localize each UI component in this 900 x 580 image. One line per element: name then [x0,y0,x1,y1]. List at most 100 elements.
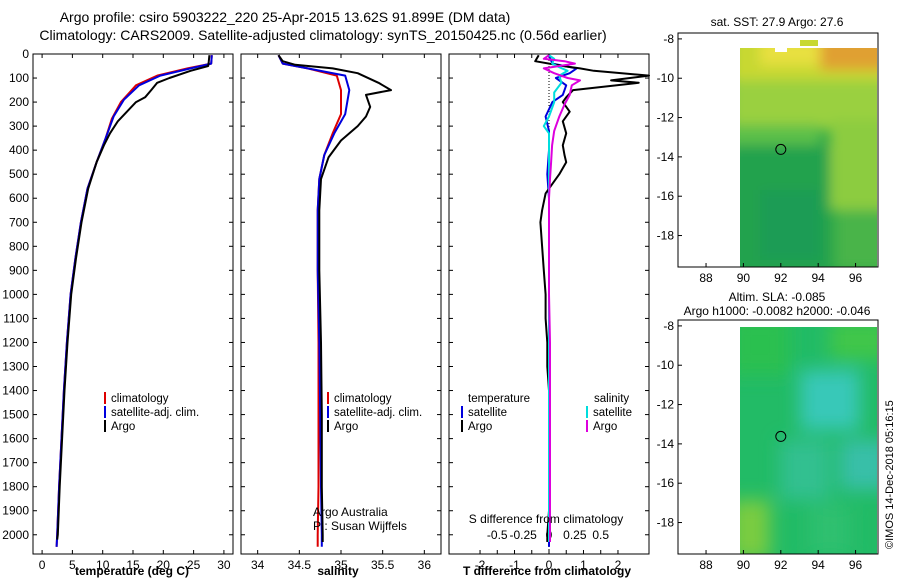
map-y-tick-label: -16 [657,189,675,203]
legend-argo-label: Argo [111,421,135,433]
x-tick-label: 0 [39,558,46,572]
float-position-marker [775,143,787,155]
float-position-marker [775,430,787,442]
temperature-panel: 0100200300400500600700800900100011001200… [2,47,233,572]
legend-t-argo-label: Argo [468,421,492,433]
sst-map-frame [677,32,879,268]
map-y-tick-label: -14 [657,150,675,164]
difference-panel: -2 -1 0 1 2-0.5 -0.25 0 0.25 0.5 [449,53,650,572]
legend-clim-label: climatology [111,393,169,405]
depth-tick-label: 600 [9,191,29,205]
x-tick-label: 20 [157,558,171,572]
series-climatology-line [55,55,213,547]
x-tick-label: 15 [126,558,140,572]
x-tick-label: 2 [615,558,622,572]
x-tick-label: 35.5 [371,558,395,572]
s-tick-label: 0.25 [563,528,587,542]
sst-field [740,40,877,267]
legend-sat-label: satellite-adj. clim. [334,407,422,419]
temperature-panel-frame [32,53,234,555]
s-difference-axis-label: S difference from climatology [469,512,624,526]
figure-title-line2: Climatology: CARS2009. Satellite-adjuste… [39,27,606,43]
depth-tick-label: 1400 [2,384,29,398]
s-tick-label: -0.25 [509,528,537,542]
x-tick-label: 35 [334,558,348,572]
map-x-tick-label: 96 [849,558,863,572]
map-x-tick-label: 92 [774,558,788,572]
series-climatology-line [277,54,342,547]
x-tick-label: 5 [69,558,76,572]
depth-tick-label: 1800 [2,480,29,494]
depth-tick-label: 400 [9,143,29,157]
sla-map-axes: 88 90 92 94 96 -8 -10 -12 -14 -16 -18 [657,319,863,572]
legend-clim-label: climatology [334,393,392,405]
map-y-tick-label: -12 [657,398,675,412]
x-tick-label: 30 [217,558,231,572]
legend-sat-label: satellite-adj. clim. [111,407,199,419]
depth-tick-label: 1200 [2,335,29,349]
depth-tick-label: 500 [9,167,29,181]
depth-tick-label: 1500 [2,408,29,422]
sla-map-title2: Argo h1000: -0.0082 h2000: -0.046 [684,304,871,318]
depth-tick-label: 1600 [2,432,29,446]
map-x-tick-label: 90 [737,558,751,572]
map-x-tick-label: 92 [774,271,788,285]
salinity-panel-frame [240,53,442,555]
map-x-tick-label: 90 [737,271,751,285]
map-x-tick-label: 88 [699,558,713,572]
depth-tick-label: 100 [9,71,29,85]
t-difference-axis-label: T difference from climatology [463,564,631,578]
series-sal_argo-line [542,54,581,542]
series-argo-line [534,54,650,542]
series-satellite-line [277,54,351,547]
legend-t-sat-label: satellite [468,407,507,419]
x-tick-label: 34 [251,558,265,572]
credit-line1: Argo Australia [313,505,388,519]
x-tick-label: -2 [475,558,486,572]
credit-line2: PI: Susan Wijffels [313,519,407,533]
map-y-tick-label: -10 [657,71,675,85]
sst-heatmap [740,40,877,267]
x-tick-label: 34.5 [288,558,312,572]
depth-tick-label: 1000 [2,287,29,301]
depth-tick-label: 1100 [3,311,29,325]
difference-legend: temperature satellite Argo salinity sate… [461,393,632,526]
salinity-panel: 34 34.5 35 35.5 36 [241,53,441,572]
map-x-tick-label: 94 [812,558,826,572]
map-y-tick-label: -8 [663,32,674,46]
series-argo-line [277,54,392,542]
x-tick-label: 36 [418,558,432,572]
x-tick-label: -1 [509,558,520,572]
depth-tick-label: 300 [9,119,29,133]
x-tick-label: 0 [546,558,553,572]
sst-map-axes: 88 90 92 94 96 -8 -10 -12 -14 -16 -18 [657,32,863,285]
legend-salinity-title: salinity [594,393,629,405]
map-y-tick-label: -16 [657,476,675,490]
sla-map-title1: Altim. SLA: -0.085 [729,290,826,304]
depth-tick-label: 1700 [2,456,29,470]
depth-tick-label: 200 [9,95,29,109]
depth-tick-label: 2000 [2,528,29,542]
depth-tick-label: 700 [9,215,29,229]
s-tick-label: 0.5 [592,528,609,542]
sla-field [740,327,877,554]
map-y-tick-label: -18 [657,229,675,243]
legend-argo-label: Argo [334,421,358,433]
legend-temperature-title: temperature [468,393,530,405]
temperature-axis-label: temperature (deg C) [75,564,189,578]
map-x-tick-label: 94 [812,271,826,285]
depth-tick-label: 1300 [2,360,29,374]
map-x-tick-label: 96 [849,271,863,285]
sla-heatmap [740,327,877,554]
s-tick-label: -0.5 [487,528,508,542]
depth-tick-label: 1900 [2,504,29,518]
legend-s-argo-label: Argo [593,421,617,433]
map-y-tick-label: -18 [657,516,675,530]
figure-title-line1: Argo profile: csiro 5903222_220 25-Apr-2… [60,9,511,25]
x-tick-label: 25 [187,558,201,572]
copyright-label: ©IMOS 14-Dec-2018 05:16:15 [884,400,896,549]
map-y-tick-label: -10 [657,358,675,372]
depth-tick-label: 800 [9,239,29,253]
